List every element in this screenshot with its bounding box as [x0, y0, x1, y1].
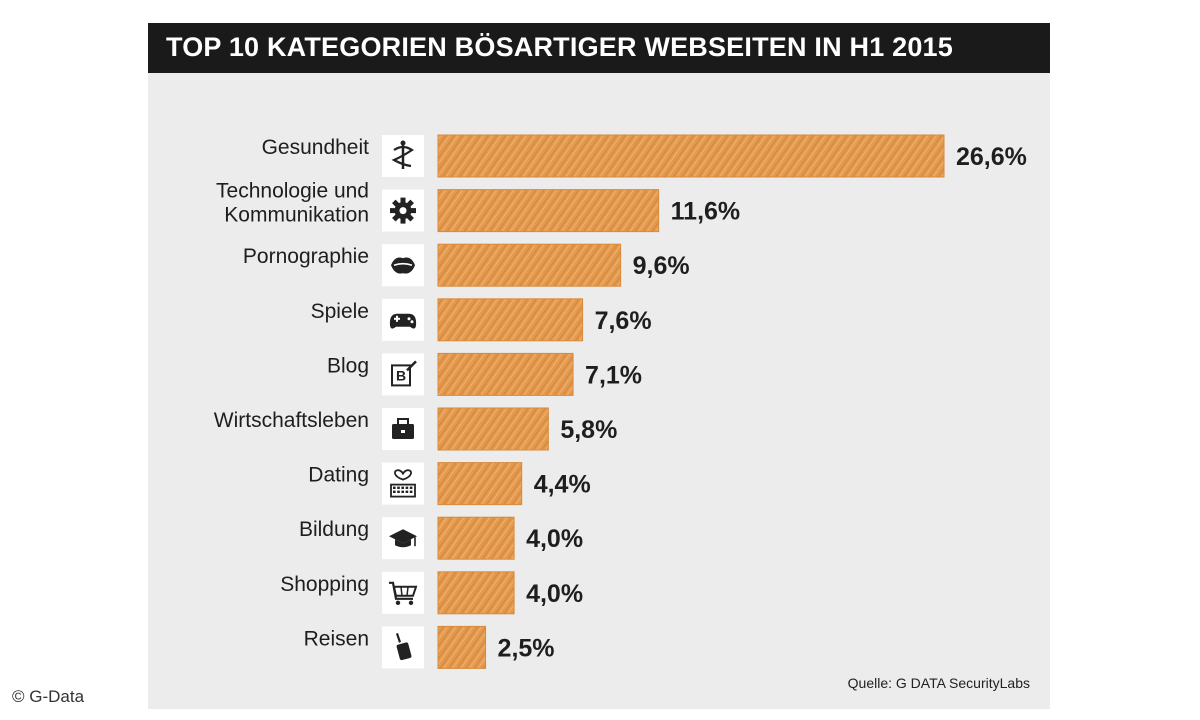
category-label: Technologie und Kommunikation	[216, 180, 369, 227]
caduceus-icon	[382, 135, 424, 177]
category-label: Bildung	[299, 518, 369, 541]
blog-icon: B	[382, 353, 424, 396]
bar	[437, 298, 584, 342]
category-label: Spiele	[311, 300, 369, 323]
value-label: 9,6%	[633, 252, 690, 280]
bar	[437, 516, 515, 560]
keyboard-heart-icon	[382, 462, 424, 505]
category-label: Reisen	[304, 627, 369, 650]
shopping-cart-icon	[382, 571, 424, 614]
title-bar: TOP 10 KATEGORIEN BÖSARTIGER WEBSEITEN I…	[148, 23, 1050, 73]
value-label: 7,6%	[595, 307, 652, 335]
chart-rows: Gesundheit 26,6% Technologie und Kommunikat…	[214, 134, 1027, 669]
copyright-note: © G-Data	[12, 687, 85, 706]
value-label: 11,6%	[671, 198, 741, 226]
svg-text:B: B	[396, 367, 406, 383]
chart-card: TOP 10 KATEGORIEN BÖSARTIGER WEBSEITEN I…	[148, 23, 1050, 709]
value-label: 2,5%	[498, 634, 555, 662]
category-label: Shopping	[280, 573, 369, 596]
category-label: Dating	[308, 464, 369, 487]
value-label: 5,8%	[560, 416, 617, 444]
category-label: Blog	[327, 354, 369, 377]
chart-title: TOP 10 KATEGORIEN BÖSARTIGER WEBSEITEN I…	[166, 32, 953, 62]
bar	[437, 625, 487, 669]
category-label: Wirtschaftsleben	[214, 409, 369, 432]
graduation-cap-icon	[382, 517, 424, 560]
category-label: Pornographie	[243, 245, 369, 268]
value-label: 4,0%	[526, 525, 583, 553]
bar	[437, 243, 622, 287]
bar	[437, 407, 549, 451]
category-label: Gesundheit	[262, 136, 370, 159]
gamepad-icon	[382, 298, 424, 341]
bar	[437, 189, 660, 233]
value-label: 4,0%	[526, 580, 583, 608]
bar	[437, 134, 945, 178]
bar	[437, 462, 523, 506]
briefcase-icon	[382, 408, 424, 450]
gear-icon	[382, 189, 424, 232]
bar	[437, 571, 515, 615]
value-label: 4,4%	[534, 471, 591, 499]
bar	[437, 352, 574, 396]
value-label: 26,6%	[956, 143, 1027, 171]
value-label: 7,1%	[585, 361, 642, 389]
luggage-icon	[382, 626, 424, 669]
bar-chart: Gesundheit 26,6% Technologie und Kommunikat…	[214, 134, 1027, 669]
lips-icon	[382, 244, 424, 287]
source-note: Quelle: G DATA SecurityLabs	[847, 675, 1030, 691]
